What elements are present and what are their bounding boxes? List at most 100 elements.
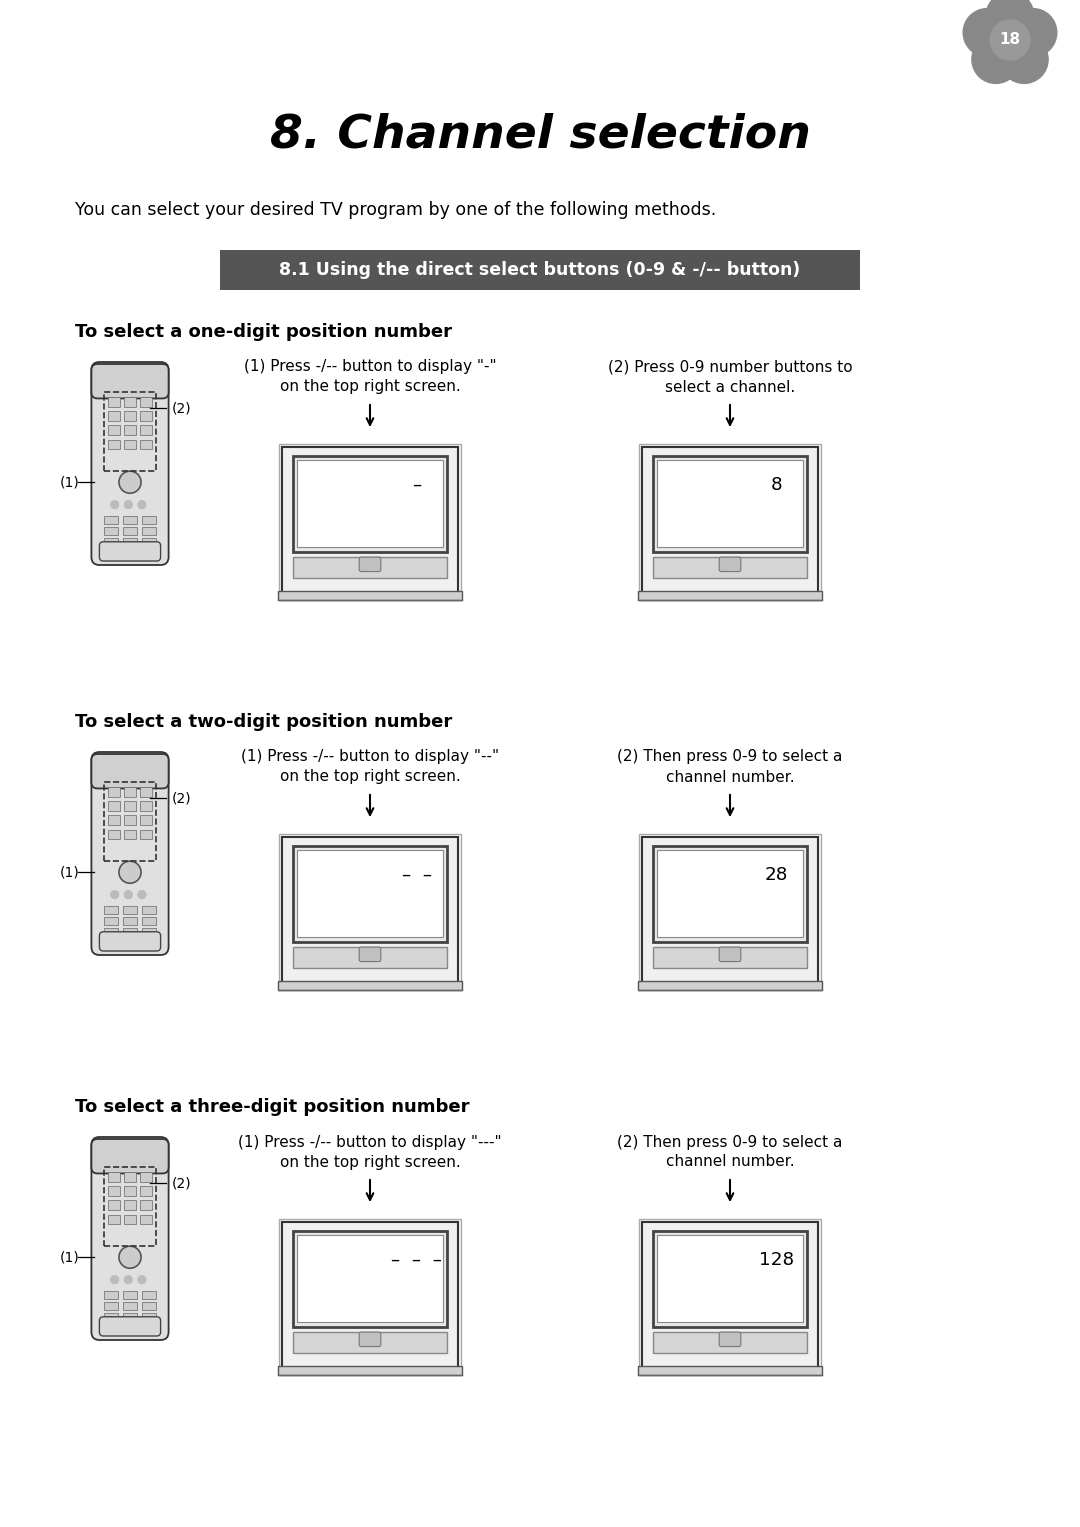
- Bar: [278, 1367, 462, 1376]
- Bar: [140, 426, 151, 435]
- Bar: [293, 846, 447, 942]
- Bar: [140, 786, 151, 797]
- Circle shape: [963, 9, 1011, 56]
- Bar: [124, 829, 136, 838]
- Text: (1): (1): [60, 866, 80, 880]
- Text: (2): (2): [172, 402, 191, 415]
- Text: 128: 128: [759, 1251, 794, 1269]
- Bar: [123, 906, 137, 913]
- Text: on the top right screen.: on the top right screen.: [280, 1154, 460, 1170]
- Bar: [642, 447, 818, 597]
- Bar: [220, 250, 860, 290]
- Text: To select a three-digit position number: To select a three-digit position number: [75, 1098, 470, 1116]
- Bar: [123, 550, 137, 557]
- Bar: [652, 1332, 808, 1353]
- Circle shape: [110, 501, 119, 508]
- Text: channel number.: channel number.: [665, 1154, 794, 1170]
- Bar: [108, 829, 120, 838]
- Bar: [124, 411, 136, 421]
- Bar: [140, 1214, 151, 1225]
- Text: You can select your desired TV program by one of the following methods.: You can select your desired TV program b…: [75, 202, 716, 218]
- Bar: [652, 557, 808, 577]
- Circle shape: [137, 1275, 146, 1284]
- FancyBboxPatch shape: [719, 1332, 741, 1347]
- Bar: [293, 947, 447, 968]
- Bar: [124, 786, 136, 797]
- Bar: [123, 1290, 137, 1299]
- Bar: [108, 786, 120, 797]
- Bar: [297, 851, 443, 938]
- Bar: [104, 1313, 118, 1321]
- Bar: [637, 1367, 822, 1376]
- Bar: [639, 444, 821, 600]
- Bar: [279, 1219, 461, 1374]
- Bar: [278, 982, 462, 989]
- Bar: [140, 829, 151, 838]
- Bar: [123, 516, 137, 524]
- Bar: [123, 928, 137, 936]
- Text: (2) Press 0-9 number buttons to: (2) Press 0-9 number buttons to: [608, 359, 852, 374]
- Text: 8.1 Using the direct select buttons (0-9 & -/-- button): 8.1 Using the direct select buttons (0-9…: [280, 261, 800, 279]
- Bar: [141, 918, 156, 925]
- Bar: [140, 440, 151, 449]
- Bar: [293, 1332, 447, 1353]
- Text: 28: 28: [765, 866, 788, 884]
- Text: –: –: [413, 476, 421, 493]
- FancyBboxPatch shape: [92, 1138, 168, 1341]
- Bar: [108, 802, 120, 811]
- Bar: [282, 1222, 458, 1371]
- Bar: [140, 411, 151, 421]
- Bar: [123, 1303, 137, 1310]
- Bar: [123, 539, 137, 547]
- Circle shape: [986, 0, 1034, 40]
- FancyBboxPatch shape: [719, 557, 741, 571]
- Bar: [108, 1200, 120, 1209]
- Text: (1) Press -/-- button to display "-": (1) Press -/-- button to display "-": [244, 359, 497, 374]
- FancyBboxPatch shape: [360, 1332, 381, 1347]
- Bar: [123, 939, 137, 947]
- Text: on the top right screen.: on the top right screen.: [280, 380, 460, 394]
- Text: –  –  –: – – –: [391, 1251, 442, 1269]
- Text: 8: 8: [771, 476, 783, 493]
- Bar: [657, 1235, 804, 1322]
- Bar: [105, 392, 156, 470]
- FancyBboxPatch shape: [719, 947, 741, 962]
- Bar: [140, 802, 151, 811]
- Bar: [297, 1235, 443, 1322]
- Bar: [141, 928, 156, 936]
- Bar: [108, 815, 120, 825]
- Bar: [108, 1214, 120, 1225]
- Bar: [141, 539, 156, 547]
- Text: (1) Press -/-- button to display "--": (1) Press -/-- button to display "--": [241, 750, 499, 765]
- Bar: [104, 906, 118, 913]
- FancyBboxPatch shape: [92, 754, 168, 788]
- Text: To select a one-digit position number: To select a one-digit position number: [75, 324, 453, 341]
- Bar: [141, 550, 156, 557]
- Text: (1): (1): [60, 475, 80, 489]
- Bar: [123, 918, 137, 925]
- Bar: [282, 837, 458, 986]
- Bar: [657, 460, 804, 547]
- Bar: [104, 1324, 118, 1333]
- Bar: [637, 982, 822, 989]
- Text: channel number.: channel number.: [665, 770, 794, 785]
- FancyBboxPatch shape: [92, 1139, 168, 1173]
- Bar: [104, 550, 118, 557]
- Circle shape: [119, 1246, 141, 1269]
- FancyBboxPatch shape: [360, 947, 381, 962]
- Bar: [637, 591, 822, 600]
- Circle shape: [110, 1275, 119, 1284]
- Bar: [104, 939, 118, 947]
- Text: (2): (2): [172, 1176, 191, 1190]
- Circle shape: [137, 890, 146, 899]
- Bar: [124, 440, 136, 449]
- Bar: [124, 426, 136, 435]
- Circle shape: [124, 501, 133, 508]
- Bar: [652, 846, 808, 942]
- Circle shape: [1009, 9, 1057, 56]
- FancyBboxPatch shape: [92, 362, 168, 565]
- Text: (2) Then press 0-9 to select a: (2) Then press 0-9 to select a: [618, 1135, 842, 1150]
- Text: (1) Press -/-- button to display "---": (1) Press -/-- button to display "---": [239, 1135, 502, 1150]
- Bar: [141, 1290, 156, 1299]
- Bar: [108, 411, 120, 421]
